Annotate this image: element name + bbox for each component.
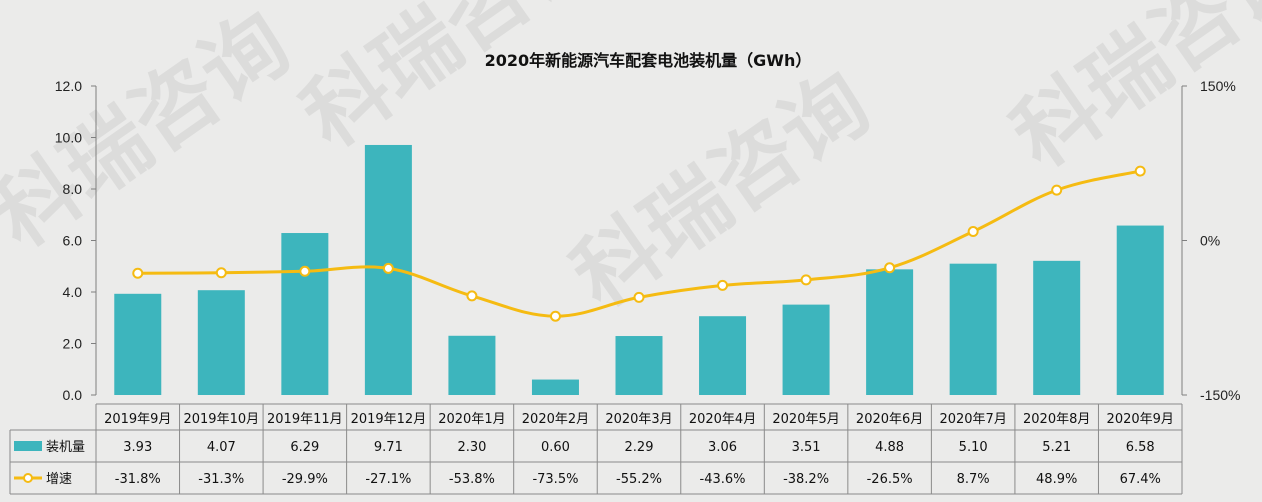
data-label-line: -53.8% [449, 472, 495, 487]
data-label-bar: 6.58 [1126, 440, 1155, 455]
legend-key-marker [23, 473, 33, 483]
x-tick-label: 2020年1月 [438, 412, 505, 427]
data-label-line: 48.9% [1036, 472, 1077, 487]
line-point [633, 291, 645, 303]
y-tick-label-right: 0% [1200, 233, 1220, 249]
x-tick-label: 2020年5月 [772, 412, 839, 427]
line-point [1134, 165, 1146, 177]
legend-label-line: 增速 [46, 472, 72, 487]
x-tick-label: 2019年9月 [104, 412, 171, 427]
watermark-text: 科瑞咨询 [0, 0, 307, 266]
bar [866, 269, 914, 395]
bar [114, 293, 162, 395]
data-label-bar: 4.07 [207, 440, 236, 455]
data-label-bar: 5.21 [1042, 440, 1071, 455]
line-point [967, 226, 979, 238]
data-label-bar: 2.29 [625, 440, 654, 455]
line-point [884, 262, 896, 274]
x-tick-label: 2019年11月 [267, 412, 343, 427]
x-tick-label: 2020年9月 [1107, 412, 1174, 427]
line-point [466, 290, 478, 302]
data-label-line: -29.9% [282, 472, 328, 487]
y-tick-label-left: 10.0 [55, 130, 82, 146]
data-label-bar: 2.30 [457, 440, 486, 455]
bar-series [114, 144, 1164, 395]
bar [699, 316, 747, 395]
data-label-line: -73.5% [532, 472, 578, 487]
x-tick-label: 2020年2月 [522, 412, 589, 427]
x-tick-label: 2020年4月 [689, 412, 756, 427]
axes: 0.0 2.0 4.0 6.0 8.0 10.0 12.0 -150% 0% 150% [55, 78, 1241, 403]
y-tick-label-left: 2.0 [63, 336, 83, 352]
bar [197, 290, 245, 395]
bar [448, 335, 496, 395]
bar [615, 336, 663, 395]
line-point [299, 265, 311, 277]
data-label-bar: 3.51 [792, 440, 821, 455]
line-point [717, 279, 729, 291]
legend-key-bar [14, 441, 42, 451]
y-tick-label-left: 0.0 [63, 387, 83, 403]
data-label-bar: 6.29 [290, 440, 319, 455]
line-point [382, 262, 394, 274]
chart-title: 2020年新能源汽车配套电池装机量（GWh） [485, 51, 812, 70]
y-tick-label-right: -150% [1200, 387, 1240, 403]
x-tick-label: 2020年7月 [939, 412, 1006, 427]
data-label-bar: 3.93 [123, 440, 152, 455]
watermark-text: 科瑞咨询 [285, 0, 616, 166]
bar [782, 304, 830, 395]
bar [1116, 225, 1164, 395]
data-label-bar: 0.60 [541, 440, 570, 455]
y-tick-label-left: 12.0 [55, 78, 82, 94]
line-point [800, 274, 812, 286]
line-point [132, 267, 144, 279]
x-tick-label: 2020年8月 [1023, 412, 1090, 427]
bar [1033, 260, 1081, 395]
data-label-line: -38.2% [783, 472, 829, 487]
bar [949, 263, 997, 395]
legend-label-bar: 装机量 [46, 440, 85, 455]
y-tick-label-left: 8.0 [63, 181, 83, 197]
data-label-line: 67.4% [1120, 472, 1161, 487]
data-label-line: -55.2% [616, 472, 662, 487]
data-label-line: -27.1% [365, 472, 411, 487]
data-label-line: -31.3% [198, 472, 244, 487]
data-label-bar: 3.06 [708, 440, 737, 455]
y-tick-label-right: 150% [1200, 78, 1236, 94]
y-tick-label-left: 6.0 [63, 233, 83, 249]
x-tick-label: 2020年3月 [605, 412, 672, 427]
line-series [132, 165, 1146, 322]
bar [531, 379, 579, 395]
data-label-bar: 4.88 [875, 440, 904, 455]
x-tick-label: 2019年10月 [183, 412, 259, 427]
line-point [549, 310, 561, 322]
y-tick-label-left: 4.0 [63, 284, 83, 300]
data-label-line: -31.8% [115, 472, 161, 487]
data-label-line: 8.7% [957, 472, 990, 487]
line-point [215, 267, 227, 279]
line-point [1051, 184, 1063, 196]
data-table: 2019年9月 2019年10月 2019年11月 2019年12月 2020年1月 20… [9, 403, 1183, 495]
data-label-line: -43.6% [700, 472, 746, 487]
data-label-bar: 9.71 [374, 440, 403, 455]
data-label-bar: 5.10 [959, 440, 988, 455]
data-label-line: -26.5% [867, 472, 913, 487]
x-tick-label: 2019年12月 [351, 412, 427, 427]
bar [281, 233, 329, 395]
x-tick-label: 2020年6月 [856, 412, 923, 427]
